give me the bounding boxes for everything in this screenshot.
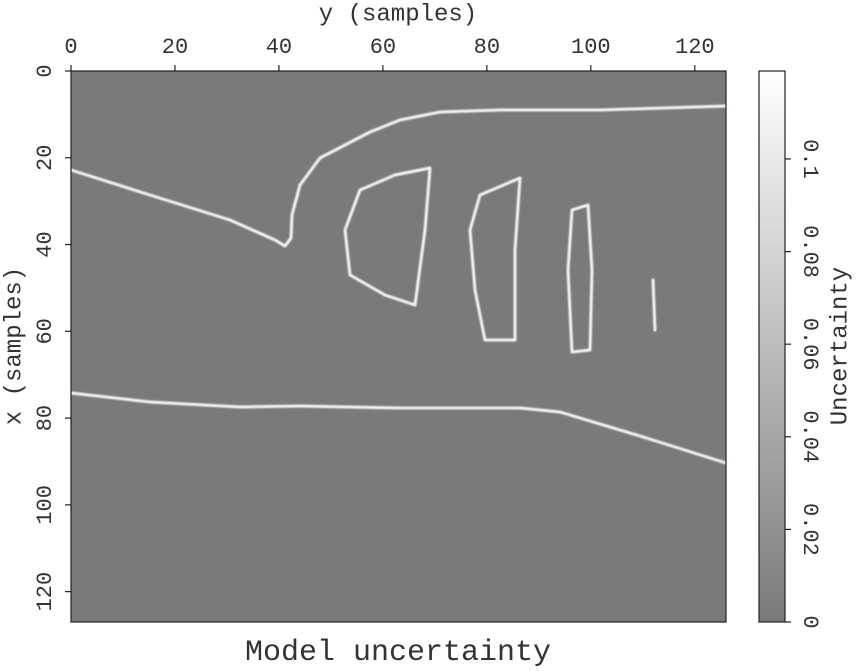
y-tick-label: 60 — [33, 318, 58, 344]
y-axis-label: x (samples) — [1, 267, 28, 425]
y-tick-label: 100 — [33, 485, 58, 525]
x-tick-label: 0 — [64, 35, 77, 60]
y-tick-label: 20 — [33, 145, 58, 171]
feature-curve — [69, 104, 728, 248]
colorbar-label: Uncertainty — [827, 267, 854, 425]
colorbar — [758, 70, 786, 623]
feature-blob — [651, 278, 657, 332]
chart-title: Model uncertainty — [245, 636, 551, 670]
colorbar-tick-label: 0.02 — [797, 503, 822, 556]
colorbar-tick-label: 0.1 — [797, 139, 822, 179]
x-tick-label: 100 — [571, 35, 611, 60]
colorbar-tick-label: 0.08 — [797, 225, 822, 278]
x-axis-label: y (samples) — [319, 1, 477, 28]
x-tick-label: 40 — [266, 35, 292, 60]
x-tick-label: 120 — [675, 35, 715, 60]
y-tick-label: 0 — [33, 64, 58, 77]
y-tick-label: 80 — [33, 405, 58, 431]
colorbar-tick-label: 0.04 — [797, 410, 822, 463]
heatmap-background — [71, 71, 726, 622]
y-tick-label: 40 — [33, 231, 58, 257]
y-tick-label: 120 — [33, 572, 58, 612]
colorbar-tick-label: 0.06 — [797, 318, 822, 371]
colorbar-tick-label: 0 — [797, 615, 822, 628]
feature-curve — [69, 391, 728, 465]
plot-frame — [70, 70, 727, 623]
feature-ring — [566, 203, 594, 354]
x-tick-label: 80 — [474, 35, 500, 60]
feature-ring — [468, 176, 522, 342]
x-tick-label: 20 — [162, 35, 188, 60]
feature-ring — [343, 166, 432, 307]
heatmap-features — [69, 104, 728, 465]
x-tick-label: 60 — [370, 35, 396, 60]
